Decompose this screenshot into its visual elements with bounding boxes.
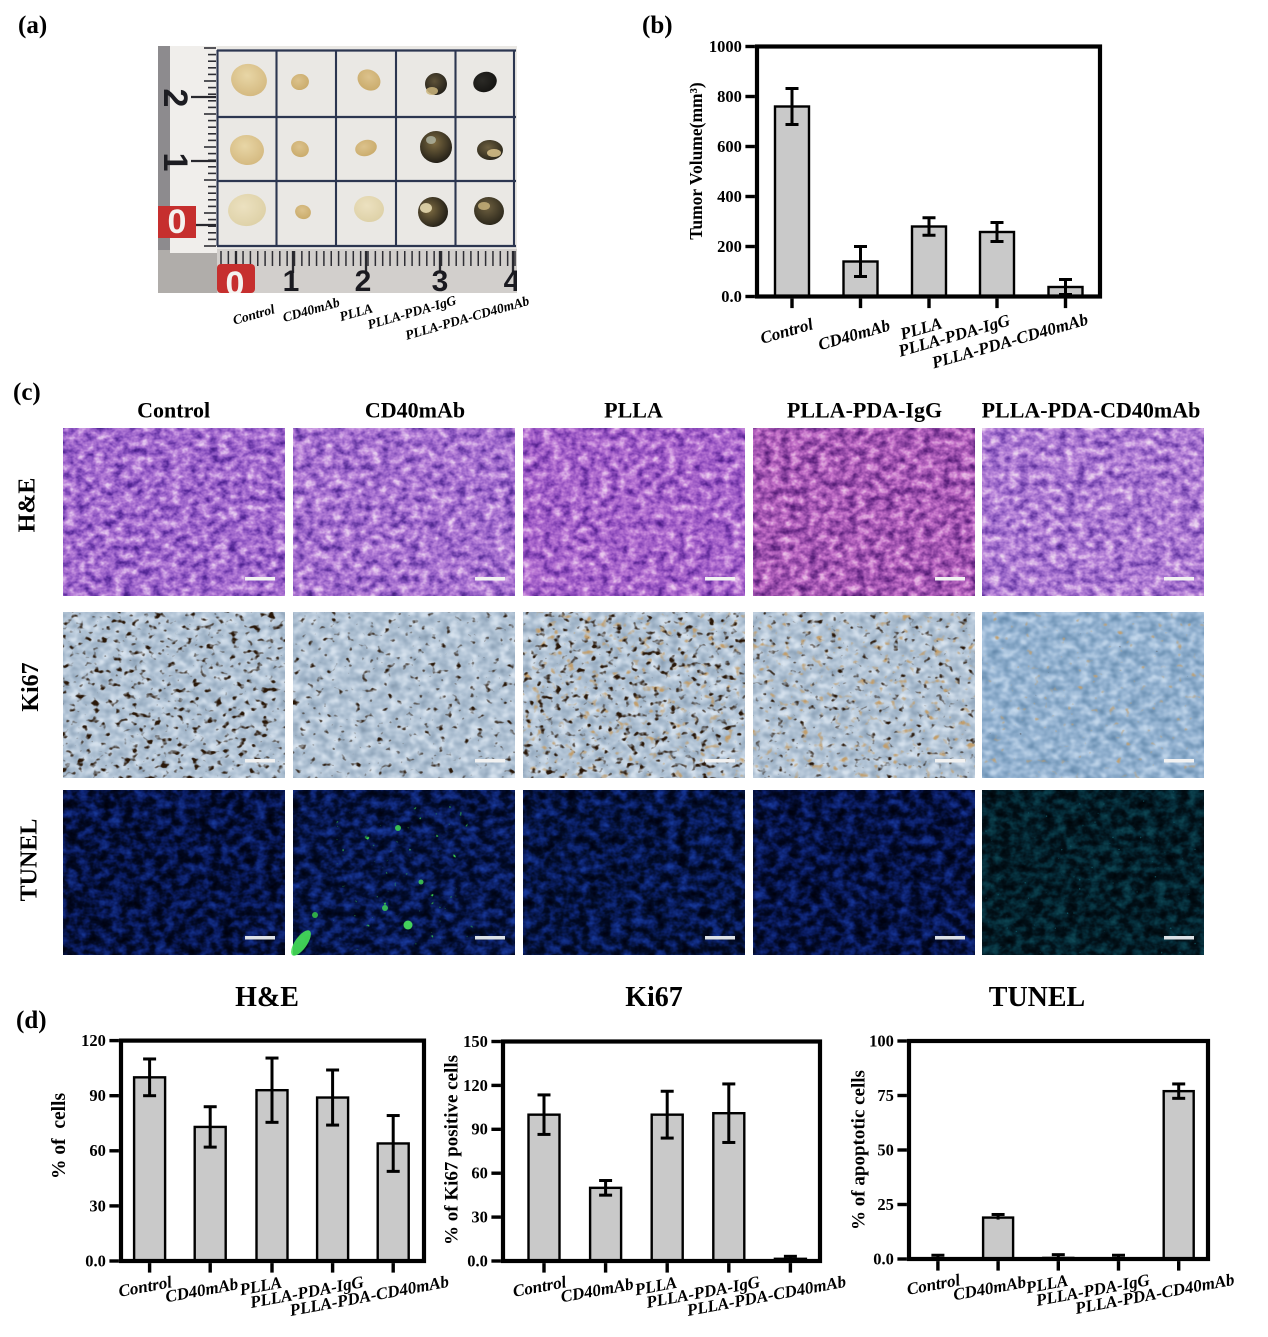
svg-text:60: 60 bbox=[471, 1164, 488, 1183]
svg-text:200: 200 bbox=[717, 237, 742, 256]
svg-text:PLLA-PDA-CD40mAb: PLLA-PDA-CD40mAb bbox=[684, 1272, 847, 1320]
svg-text:(a): (a) bbox=[18, 12, 47, 39]
svg-text:3: 3 bbox=[432, 265, 449, 298]
svg-text:1: 1 bbox=[283, 265, 300, 298]
svg-text:600: 600 bbox=[717, 137, 742, 156]
svg-text:0.0: 0.0 bbox=[85, 1251, 106, 1270]
svg-text:1000: 1000 bbox=[709, 37, 742, 56]
svg-text:0.0: 0.0 bbox=[721, 287, 742, 306]
svg-text:30: 30 bbox=[471, 1208, 488, 1227]
svg-text:Tumor Volume(mm³): Tumor Volume(mm³) bbox=[686, 82, 706, 240]
svg-text:25: 25 bbox=[877, 1195, 894, 1214]
svg-text:0.0: 0.0 bbox=[467, 1251, 488, 1270]
svg-text:4: 4 bbox=[504, 265, 521, 298]
svg-text:PLLA: PLLA bbox=[604, 398, 663, 423]
svg-text:Control: Control bbox=[511, 1272, 568, 1301]
svg-text:H&E: H&E bbox=[235, 982, 299, 1013]
svg-text:120: 120 bbox=[463, 1076, 488, 1095]
svg-text:TUNEL: TUNEL bbox=[17, 819, 43, 902]
svg-text:(d): (d) bbox=[16, 1007, 47, 1034]
svg-text:90: 90 bbox=[471, 1120, 488, 1139]
svg-text:Control: Control bbox=[758, 315, 815, 348]
svg-text:(b): (b) bbox=[642, 12, 673, 39]
svg-text:H&E: H&E bbox=[15, 478, 41, 533]
svg-text:800: 800 bbox=[717, 87, 742, 106]
svg-text:1: 1 bbox=[156, 153, 194, 172]
svg-text:PLLA-PDA-CD40mAb: PLLA-PDA-CD40mAb bbox=[1073, 1270, 1236, 1318]
svg-text:CD40mAb: CD40mAb bbox=[559, 1274, 635, 1306]
svg-text:Control: Control bbox=[231, 301, 276, 327]
svg-text:PLLA-PDA-IgG: PLLA-PDA-IgG bbox=[787, 398, 942, 423]
svg-text:150: 150 bbox=[463, 1032, 488, 1051]
svg-text:120: 120 bbox=[81, 1031, 106, 1050]
svg-text:400: 400 bbox=[717, 187, 742, 206]
svg-text:% of cells: % of cells bbox=[49, 1093, 70, 1180]
svg-text:90: 90 bbox=[89, 1086, 106, 1105]
svg-text:PLLA-PDA-CD40mAb: PLLA-PDA-CD40mAb bbox=[287, 1272, 450, 1320]
svg-text:Control: Control bbox=[137, 398, 210, 423]
svg-text:Ki67: Ki67 bbox=[18, 662, 44, 711]
svg-text:CD40mAb: CD40mAb bbox=[164, 1274, 240, 1306]
svg-text:100: 100 bbox=[869, 1031, 894, 1050]
svg-text:CD40mAb: CD40mAb bbox=[952, 1272, 1028, 1304]
svg-text:0: 0 bbox=[226, 265, 245, 303]
svg-text:50: 50 bbox=[877, 1140, 894, 1159]
svg-text:% of apoptotic cells: % of apoptotic cells bbox=[849, 1070, 870, 1230]
svg-text:Ki67: Ki67 bbox=[625, 982, 683, 1013]
svg-text:(c): (c) bbox=[13, 379, 41, 406]
svg-text:TUNEL: TUNEL bbox=[989, 982, 1085, 1013]
svg-text:0: 0 bbox=[168, 203, 187, 241]
svg-text:0.0: 0.0 bbox=[873, 1249, 894, 1268]
svg-text:60: 60 bbox=[89, 1141, 106, 1160]
svg-text:% of Ki67 positive cells: % of Ki67 positive cells bbox=[442, 1055, 463, 1245]
svg-text:CD40mAb: CD40mAb bbox=[365, 398, 465, 423]
svg-text:30: 30 bbox=[89, 1196, 106, 1215]
svg-text:CD40mAb: CD40mAb bbox=[281, 294, 342, 325]
svg-text:CD40mAb: CD40mAb bbox=[816, 316, 892, 355]
svg-text:2: 2 bbox=[156, 89, 194, 108]
svg-text:2: 2 bbox=[355, 265, 372, 298]
svg-text:75: 75 bbox=[877, 1086, 894, 1105]
svg-text:PLLA-PDA-CD40mAb: PLLA-PDA-CD40mAb bbox=[982, 398, 1201, 423]
